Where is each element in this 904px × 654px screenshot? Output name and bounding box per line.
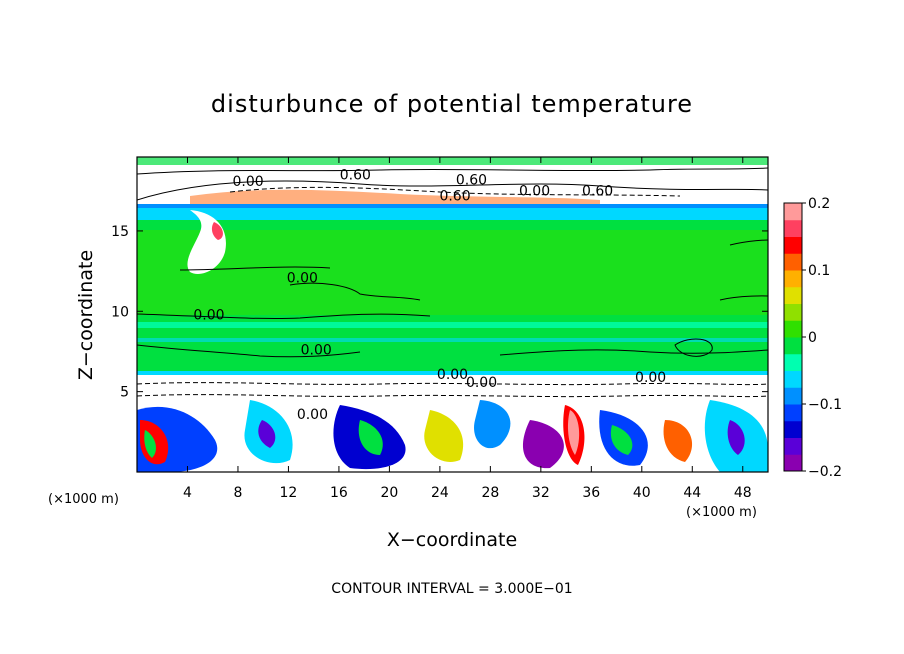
- field-plume-pink: [211, 222, 223, 240]
- contour-line-7: [719, 295, 768, 301]
- field-blob-orange-9: [663, 420, 693, 462]
- field-stratosphere-strip: [137, 157, 768, 165]
- colorbar-tick-label: −0.1: [808, 397, 842, 413]
- chart-title: disturbunce of potential temperature: [211, 90, 693, 118]
- x-tick-label: 28: [481, 485, 499, 501]
- contour-labels: 0.00 0.60 0.600.60 0.00 0.600.000.000.000.00…: [193, 168, 666, 423]
- colorbar-swatch: [784, 270, 802, 288]
- contour-label: 0.60: [582, 184, 613, 200]
- y-tick-label: 10: [111, 304, 129, 320]
- contour-label: 0.00: [297, 407, 328, 423]
- x-axis-label: X−coordinate: [387, 529, 517, 551]
- contour-label: 0.00: [519, 184, 550, 200]
- contour-label: 0.60: [456, 172, 487, 188]
- colorbar-swatch: [784, 387, 802, 405]
- contour-dash-1: [229, 186, 681, 197]
- colorbar-tick-label: 0.2: [808, 196, 830, 212]
- contour-line-3: [499, 349, 768, 356]
- x-tick-label: 16: [330, 485, 348, 501]
- colorbar-tick-label: 0.1: [808, 263, 830, 279]
- colorbar-ticks: 0.2 0.1 0 −0.1 −0.2: [802, 196, 842, 480]
- field-blob-purple-2: [258, 420, 276, 448]
- field-band-lightgreen: [137, 230, 768, 315]
- contour-line-9: [137, 167, 768, 175]
- colorbar-swatch: [784, 404, 802, 422]
- x-tick-label: 40: [633, 485, 651, 501]
- colorbar-swatch: [784, 353, 802, 371]
- colorbar-swatch: [784, 303, 802, 321]
- x-tick-label: 48: [734, 485, 752, 501]
- colorbar-swatch: [784, 420, 802, 438]
- contour-label: 0.00: [193, 307, 224, 323]
- contour-label: 0.00: [437, 367, 468, 383]
- colorbar-swatch: [784, 286, 802, 304]
- field-blob-purple-10: [727, 420, 745, 455]
- field-inversion-cyan: [137, 371, 768, 375]
- contour-interval-note: CONTOUR INTERVAL = 3.000E−01: [331, 581, 572, 597]
- contour-label: 0.00: [287, 270, 318, 286]
- y-tick-label: 15: [111, 224, 129, 240]
- colorbar-swatch: [784, 454, 802, 472]
- contour-label: 0.60: [340, 168, 371, 184]
- colorbar-swatch: [784, 337, 802, 355]
- contour-label: 0.00: [635, 370, 666, 386]
- colorbar-swatch: [784, 370, 802, 388]
- plot-field: [137, 157, 768, 472]
- contour-ring-1: [674, 338, 713, 357]
- field-blob-blue-5: [474, 400, 511, 449]
- field-band-cyan-top: [137, 206, 768, 220]
- contour-line-2: [137, 344, 361, 358]
- y-axis-ticks: 5 10 15: [111, 224, 768, 401]
- contour-line-5: [179, 266, 331, 271]
- colorbar-swatch: [784, 203, 802, 221]
- plot-frame: [136, 156, 769, 473]
- field-band-blue-top: [137, 204, 768, 208]
- field-blob-green-1: [144, 430, 156, 458]
- colorbar-swatch: [784, 320, 802, 338]
- x-tick-label: 44: [683, 485, 701, 501]
- colorbar-swatch: [784, 219, 802, 237]
- colorbar-tick-label: −0.2: [808, 464, 842, 480]
- x-tick-label: 36: [582, 485, 600, 501]
- contour-line-4: [289, 282, 421, 301]
- contour-label: 0.00: [466, 375, 497, 391]
- field-band-cyan-mid: [137, 338, 768, 342]
- field-blob-green-3: [358, 420, 383, 455]
- x-axis-ticks: 4 8 12 16 20 24 28 32 36 40 44 48: [183, 157, 752, 501]
- field-stratosphere-red: [190, 189, 600, 204]
- x-tick-label: 8: [233, 485, 242, 501]
- x-unit-left: (×1000 m): [48, 492, 119, 507]
- field-band-cyan-low: [137, 322, 768, 328]
- y-axis-label: Z−coordinate: [75, 250, 97, 380]
- field-blob-green-8: [610, 425, 633, 455]
- field-blob-pink-7: [567, 410, 580, 455]
- x-tick-label: 4: [183, 485, 192, 501]
- x-tick-label: 12: [280, 485, 298, 501]
- colorbar-tick-label: 0: [808, 330, 817, 346]
- y-tick-label: 5: [120, 385, 129, 401]
- contour-label: 0.60: [439, 188, 470, 204]
- colorbar: [783, 202, 803, 472]
- colorbar-swatch: [784, 236, 802, 254]
- contour-line-8: [137, 180, 768, 201]
- contour-dash-2: [137, 382, 768, 386]
- field-inversion: [137, 375, 768, 407]
- x-tick-label: 20: [380, 485, 398, 501]
- x-tick-label: 32: [532, 485, 550, 501]
- colorbar-swatch: [784, 437, 802, 455]
- contour-line-1: [137, 313, 431, 320]
- contour-label: 0.00: [301, 343, 332, 359]
- field-blob-yellow-4: [424, 410, 464, 462]
- contour-label: 0.00: [232, 174, 263, 190]
- colorbar-swatch: [784, 253, 802, 271]
- field-blob-purple-6: [522, 420, 564, 469]
- x-unit-right: (×1000 m): [686, 505, 757, 520]
- x-tick-label: 24: [431, 485, 449, 501]
- contour-dash-3: [137, 394, 768, 398]
